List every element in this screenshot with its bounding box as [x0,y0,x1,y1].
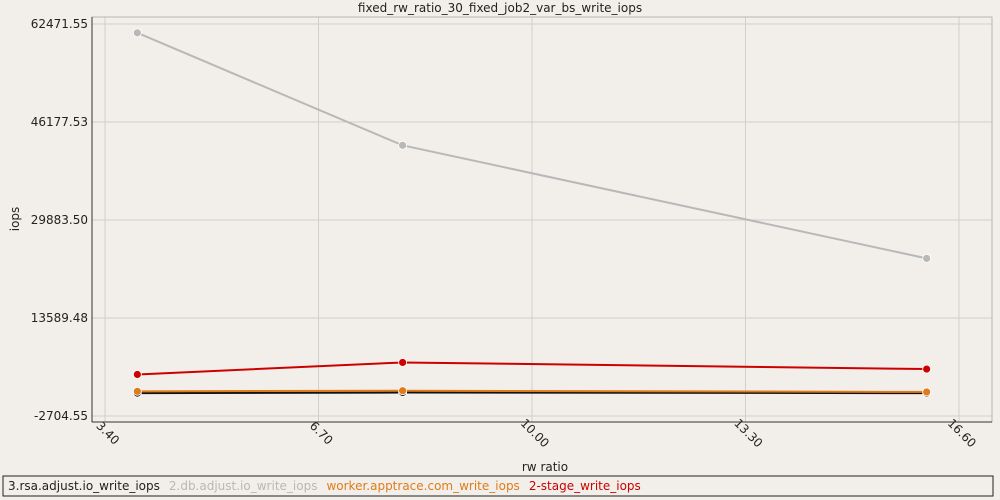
y-axis-title: iops [8,207,22,232]
series-line [137,389,927,393]
series-1 [132,28,932,263]
chart-title: fixed_rw_ratio_30_fixed_job2_var_bs_writ… [358,1,642,15]
legend: 3.rsa.adjust.io_write_iops 2.db.adjust.io… [8,479,641,493]
data-point [398,386,408,396]
data-point [132,370,142,379]
x-tick-label: 10.00 [518,416,552,450]
x-tick-label: 13.30 [731,416,765,450]
data-point [922,364,932,374]
x-tick-label: 16.60 [945,416,979,450]
legend-item: 2-stage_write_iops [529,479,641,493]
grid [92,17,992,422]
data-point [922,253,932,263]
data-point [398,140,408,150]
y-tick-label: 62471.55 [31,17,88,31]
data-point [132,386,142,396]
y-tick-label: 46177.53 [31,115,88,129]
x-tick-label: 3.40 [93,419,122,448]
y-tick-label: 13589.48 [31,311,88,325]
legend-box [2,475,994,497]
data-point [132,28,142,38]
series-group [132,28,932,398]
axes: 3.40 6.70 10.00 13.30 16.60 -2704.55 13589.48 2… [31,17,992,450]
x-axis-title: rw ratio [522,460,568,474]
series-3 [132,358,932,379]
legend-item: 3.rsa.adjust.io_write_iops [8,479,160,493]
legend-item: 2.db.adjust.io_write_iops [169,479,318,493]
data-point [922,387,932,397]
series-2 [132,386,932,397]
legend-item: worker.apptrace.com_write_iops [326,479,519,493]
data-point [398,358,408,367]
x-tick-label: 6.70 [307,419,336,448]
y-tick-label: 29883.50 [31,213,88,227]
y-tick-label: -2704.55 [34,409,88,423]
